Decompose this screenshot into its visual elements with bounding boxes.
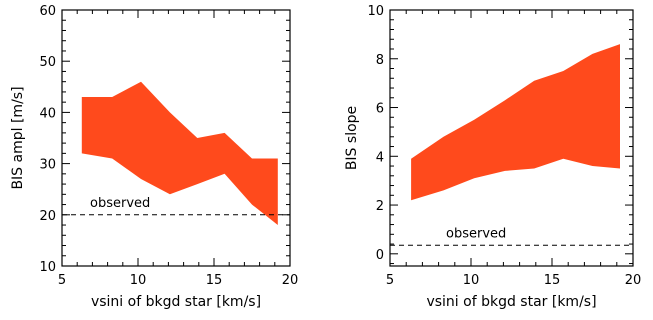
range-band (81, 81, 278, 225)
x-axis-label: vsini of bkgd star [km/s] (91, 294, 261, 310)
y-axis-label: BIS slope (344, 106, 360, 170)
x-axis-label: vsini of bkgd star [km/s] (426, 294, 596, 310)
x-tick-label: 20 (625, 273, 642, 288)
y-tick-label: 20 (39, 209, 56, 224)
y-axis-label: BIS ampl [m/s] (10, 86, 26, 189)
y-tick-label: 60 (39, 4, 56, 19)
y-tick-label: 0 (376, 248, 384, 263)
y-tick-label: 40 (39, 106, 56, 121)
observed-label: observed (90, 196, 150, 211)
y-tick-label: 10 (367, 4, 384, 19)
x-tick-label: 10 (463, 273, 480, 288)
x-tick-label: 15 (206, 273, 223, 288)
panel-bis-slope: observed 5 10 15 20 0 2 4 6 8 10 vsini of bkgd star… (344, 4, 641, 310)
x-tick-label: 15 (544, 273, 561, 288)
y-tick-label: 10 (39, 260, 56, 275)
plot-frame (389, 9, 634, 267)
observed-label: observed (446, 226, 506, 241)
y-tick-label: 50 (39, 55, 56, 70)
plot-frame (61, 9, 291, 267)
y-tick-label: 4 (376, 150, 384, 165)
x-tick-label: 10 (130, 273, 147, 288)
range-band (411, 44, 620, 201)
x-tick-label: 5 (58, 273, 66, 288)
x-tick-label: 5 (386, 273, 394, 288)
y-tick-label: 30 (39, 158, 56, 173)
y-tick-label: 8 (376, 53, 384, 68)
y-tick-label: 6 (376, 102, 384, 117)
x-tick-label: 20 (282, 273, 299, 288)
y-tick-label: 2 (376, 199, 384, 214)
